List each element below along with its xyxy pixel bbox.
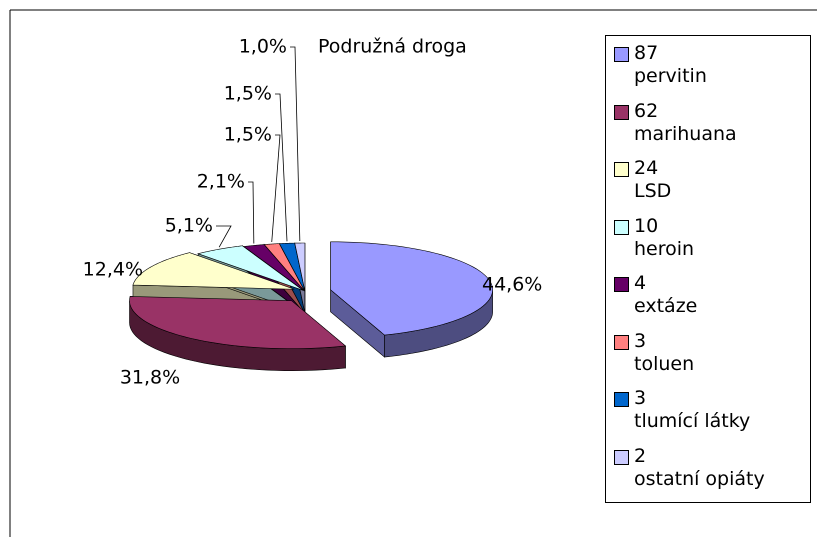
legend-label: 24 LSD xyxy=(634,157,672,202)
legend-swatch xyxy=(614,219,629,235)
slice xyxy=(263,243,305,292)
slice xyxy=(197,245,304,291)
legend-item: 24 LSD xyxy=(614,157,671,203)
legend-label: 10 heroin xyxy=(634,214,695,260)
slice xyxy=(243,244,305,292)
data-label: 1,5% xyxy=(224,83,272,105)
legend-swatch xyxy=(614,104,629,120)
legend-swatch xyxy=(614,334,629,350)
slice xyxy=(330,241,493,336)
legend-label: 3 toluen xyxy=(634,329,695,375)
legend-swatch xyxy=(614,47,629,62)
slice xyxy=(278,242,306,292)
data-label: 31,8% xyxy=(120,367,180,389)
slice xyxy=(132,252,295,290)
legend-swatch xyxy=(614,162,629,177)
data-label: 2,1% xyxy=(197,171,245,193)
slice xyxy=(294,242,306,292)
legend-item: 3 tlumící látky xyxy=(614,387,750,433)
legend-label: 62 marihuana xyxy=(634,99,737,145)
legend-label: 4 extáze xyxy=(634,272,698,317)
data-label: 44,6% xyxy=(482,274,542,296)
legend-label: 2 ostatní opiáty xyxy=(634,444,765,490)
slice xyxy=(129,296,347,349)
data-label: 12,4% xyxy=(83,259,143,281)
legend-label: 3 tlumící látky xyxy=(634,387,751,432)
leader-line xyxy=(271,134,281,243)
data-label: 5,1% xyxy=(165,215,213,237)
legend-label: 87 pervitin xyxy=(634,42,707,87)
leader-line xyxy=(248,181,255,244)
legend-item: 2 ostatní opiáty xyxy=(614,445,765,491)
leader-line xyxy=(216,225,232,248)
legend-item: 62 marihuana xyxy=(614,100,737,146)
legend-item: 3 toluen xyxy=(614,330,694,376)
chart-title: Podružná droga xyxy=(318,36,467,58)
legend-swatch xyxy=(614,449,629,465)
data-label: 1,0% xyxy=(239,36,287,58)
legend-item: 4 extáze xyxy=(614,272,697,318)
legend-swatch xyxy=(614,277,629,292)
leader-line xyxy=(275,93,288,242)
legend-swatch xyxy=(614,392,629,407)
leader-line xyxy=(290,46,301,242)
legend: 87 pervitin 62 marihuana 24 LSD 10 heroin 4 … xyxy=(605,35,811,503)
legend-item: 87 pervitin xyxy=(614,42,707,88)
data-label: 1,5% xyxy=(224,124,272,146)
legend-item: 10 heroin xyxy=(614,215,694,261)
